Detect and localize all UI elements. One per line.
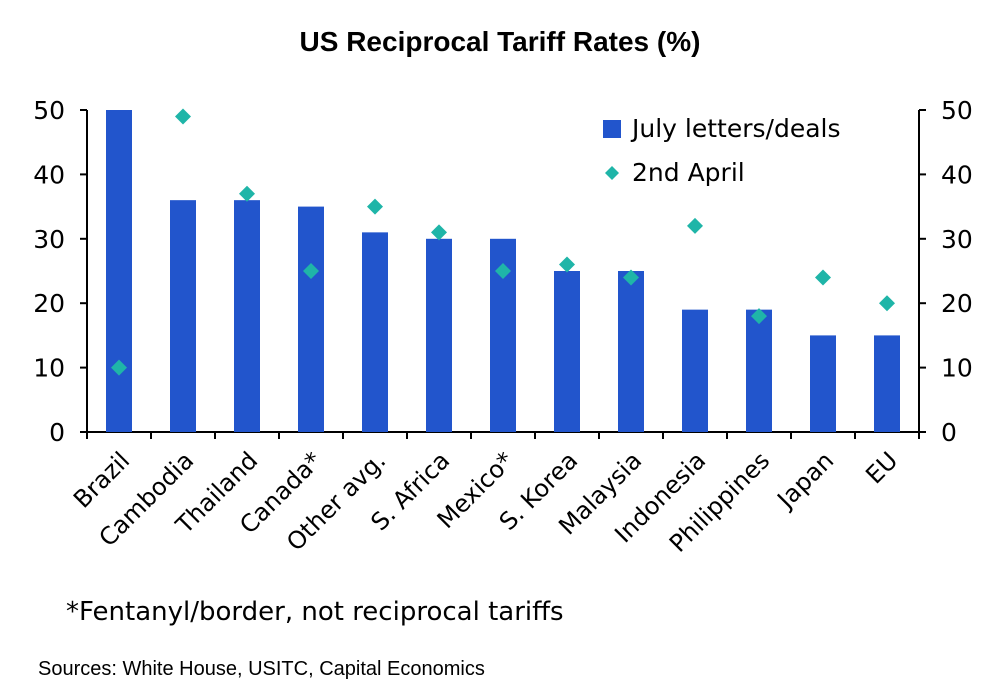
bar: [106, 110, 132, 432]
legend-label-bars: July letters/deals: [630, 114, 840, 143]
legend: July letters/deals 2nd April: [603, 114, 840, 187]
bar-series: [106, 110, 900, 432]
legend-label-markers: 2nd April: [632, 158, 745, 187]
category-label: Japan: [771, 446, 840, 515]
bar: [618, 271, 644, 432]
marker-point: [175, 108, 191, 125]
y-tick-label-right: 30: [941, 225, 973, 254]
tick-labels: 0 10 20 30 40 50 0 10 20 30 40 50: [33, 96, 973, 447]
marker-point: [367, 198, 383, 215]
y-tick-label-right: 0: [941, 418, 957, 447]
y-tick-label-right: 10: [941, 354, 973, 383]
y-tick-label-left: 30: [33, 225, 65, 254]
y-tick-label-left: 40: [33, 160, 65, 189]
marker-point: [111, 359, 127, 376]
bar: [682, 309, 708, 432]
marker-point: [751, 308, 767, 325]
marker-point: [623, 269, 639, 286]
bar: [170, 200, 196, 432]
marker-point: [559, 256, 575, 273]
legend-marker-swatch: [605, 166, 619, 180]
bar: [874, 335, 900, 432]
chart-title: US Reciprocal Tariff Rates (%): [299, 26, 701, 57]
footnote: *Fentanyl/border, not reciprocal tariffs: [66, 597, 564, 627]
y-tick-label-left: 20: [33, 289, 65, 318]
marker-point: [687, 217, 703, 234]
marker-point: [495, 263, 511, 279]
y-tick-label-right: 40: [941, 160, 973, 189]
y-tick-label-right: 50: [941, 96, 973, 125]
y-tick-label-right: 20: [941, 289, 973, 318]
bar: [426, 238, 452, 432]
marker-point: [303, 263, 319, 279]
category-label: EU: [860, 446, 903, 489]
bar: [746, 309, 772, 432]
bar: [298, 206, 324, 432]
bar: [810, 335, 836, 432]
bar: [234, 200, 260, 432]
marker-point: [815, 269, 831, 286]
marker-point: [879, 295, 895, 312]
source-note: Sources: White House, USITC, Capital Eco…: [38, 658, 485, 680]
bar: [362, 232, 388, 432]
legend-bar-swatch: [603, 120, 621, 138]
y-tick-label-left: 0: [49, 418, 65, 447]
marker-point: [239, 185, 255, 202]
marker-point: [431, 224, 447, 241]
y-tick-label-left: 10: [33, 354, 65, 383]
bar: [554, 271, 580, 432]
tariff-chart: 0 10 20 30 40 50 0 10 20 30 40 50 BrazilCambodiaTha…: [33, 96, 973, 558]
y-tick-label-left: 50: [33, 96, 65, 125]
marker-series: [111, 108, 895, 376]
